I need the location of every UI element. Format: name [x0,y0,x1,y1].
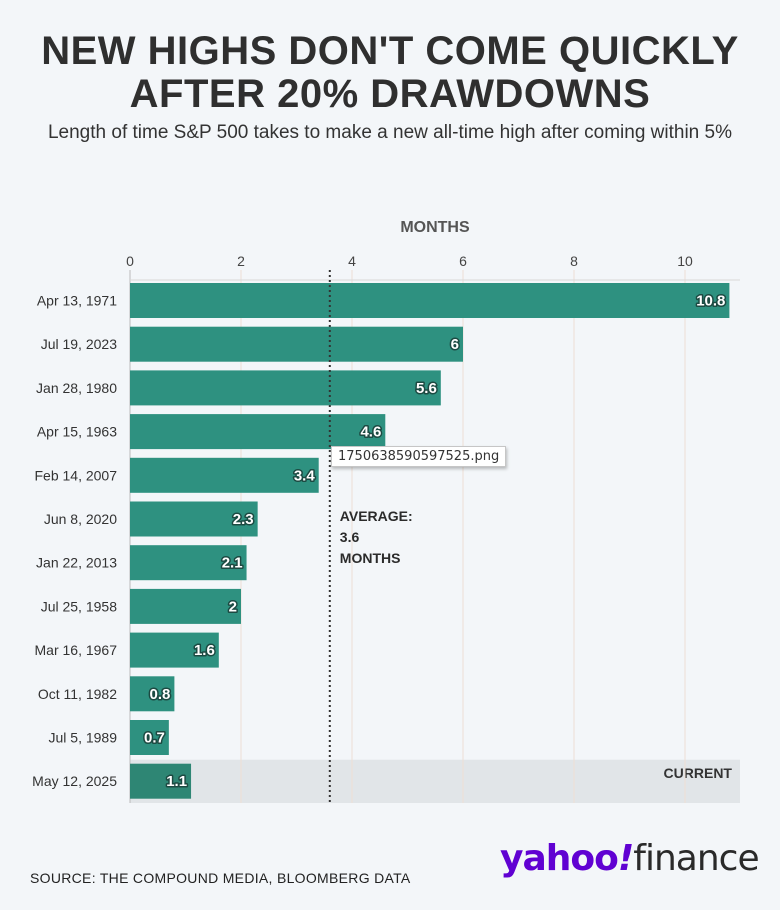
average-label-line: AVERAGE: [340,508,413,524]
category-label: Mar 16, 1967 [35,642,118,658]
category-label: Jan 28, 1980 [36,380,117,396]
source-note: SOURCE: THE COMPOUND MEDIA, BLOOMBERG DA… [30,870,411,886]
value-label: 2 [229,598,237,615]
value-label: 10.8 [696,293,725,310]
value-label: 2.1 [222,555,243,572]
value-label: 1.6 [194,642,215,659]
logo-bang: ! [617,838,634,879]
current-label: CURRENT [664,765,733,781]
category-label: Jul 19, 2023 [41,336,117,352]
x-tick-label: 0 [126,253,134,269]
bar [130,501,258,537]
category-label: Apr 13, 1971 [37,293,117,309]
value-label: 6 [451,336,459,353]
value-label: 0.8 [150,686,171,703]
average-label-line: MONTHS [340,550,401,566]
category-label: Jun 8, 2020 [44,511,117,527]
x-axis-title: MONTHS [400,219,470,236]
bar [130,588,241,624]
category-label: Jul 25, 1958 [41,598,117,614]
value-label: 0.7 [144,730,165,747]
x-tick-label: 8 [570,253,578,269]
bar [130,457,319,493]
logo-product: finance [633,838,759,879]
category-label: Apr 15, 1963 [37,424,117,440]
x-tick-label: 10 [677,253,693,269]
value-label: 4.6 [360,424,381,441]
bar [130,283,730,318]
x-tick-label: 4 [348,253,356,269]
bar [130,545,247,581]
logo-brand: yahoo [500,838,619,879]
x-tick-label: 6 [459,253,467,269]
title-line-1: NEW HIGHS DON'T COME QUICKLY [41,29,739,73]
title-line-2: AFTER 20% DRAWDOWNS [129,72,651,116]
bar [130,720,169,755]
bar [130,632,219,668]
bar [130,326,463,362]
value-label: 2.3 [233,511,254,528]
x-tick-label: 2 [237,253,245,269]
yahoo-finance-logo: yahoo!finance [500,838,760,879]
bar [130,414,386,450]
chart-title: NEW HIGHS DON'T COME QUICKLY AFTER 20% D… [0,30,780,116]
bar [130,763,192,799]
bar [130,370,441,406]
category-label: Feb 14, 2007 [34,467,117,483]
current-highlight-band [130,759,740,803]
value-label: 1.1 [166,773,187,790]
bar [130,676,175,712]
filename-tooltip: 1750638590597525.png [331,446,507,467]
value-label: 5.6 [416,380,437,397]
category-label: Jan 22, 2013 [36,555,117,571]
category-label: May 12, 2025 [32,773,117,789]
average-label-line: 3.6 [340,529,360,545]
category-label: Jul 5, 1989 [49,730,118,746]
value-label: 3.4 [294,467,316,484]
chart-subtitle: Length of time S&P 500 takes to make a n… [47,122,732,143]
category-label: Oct 11, 1982 [38,686,117,702]
